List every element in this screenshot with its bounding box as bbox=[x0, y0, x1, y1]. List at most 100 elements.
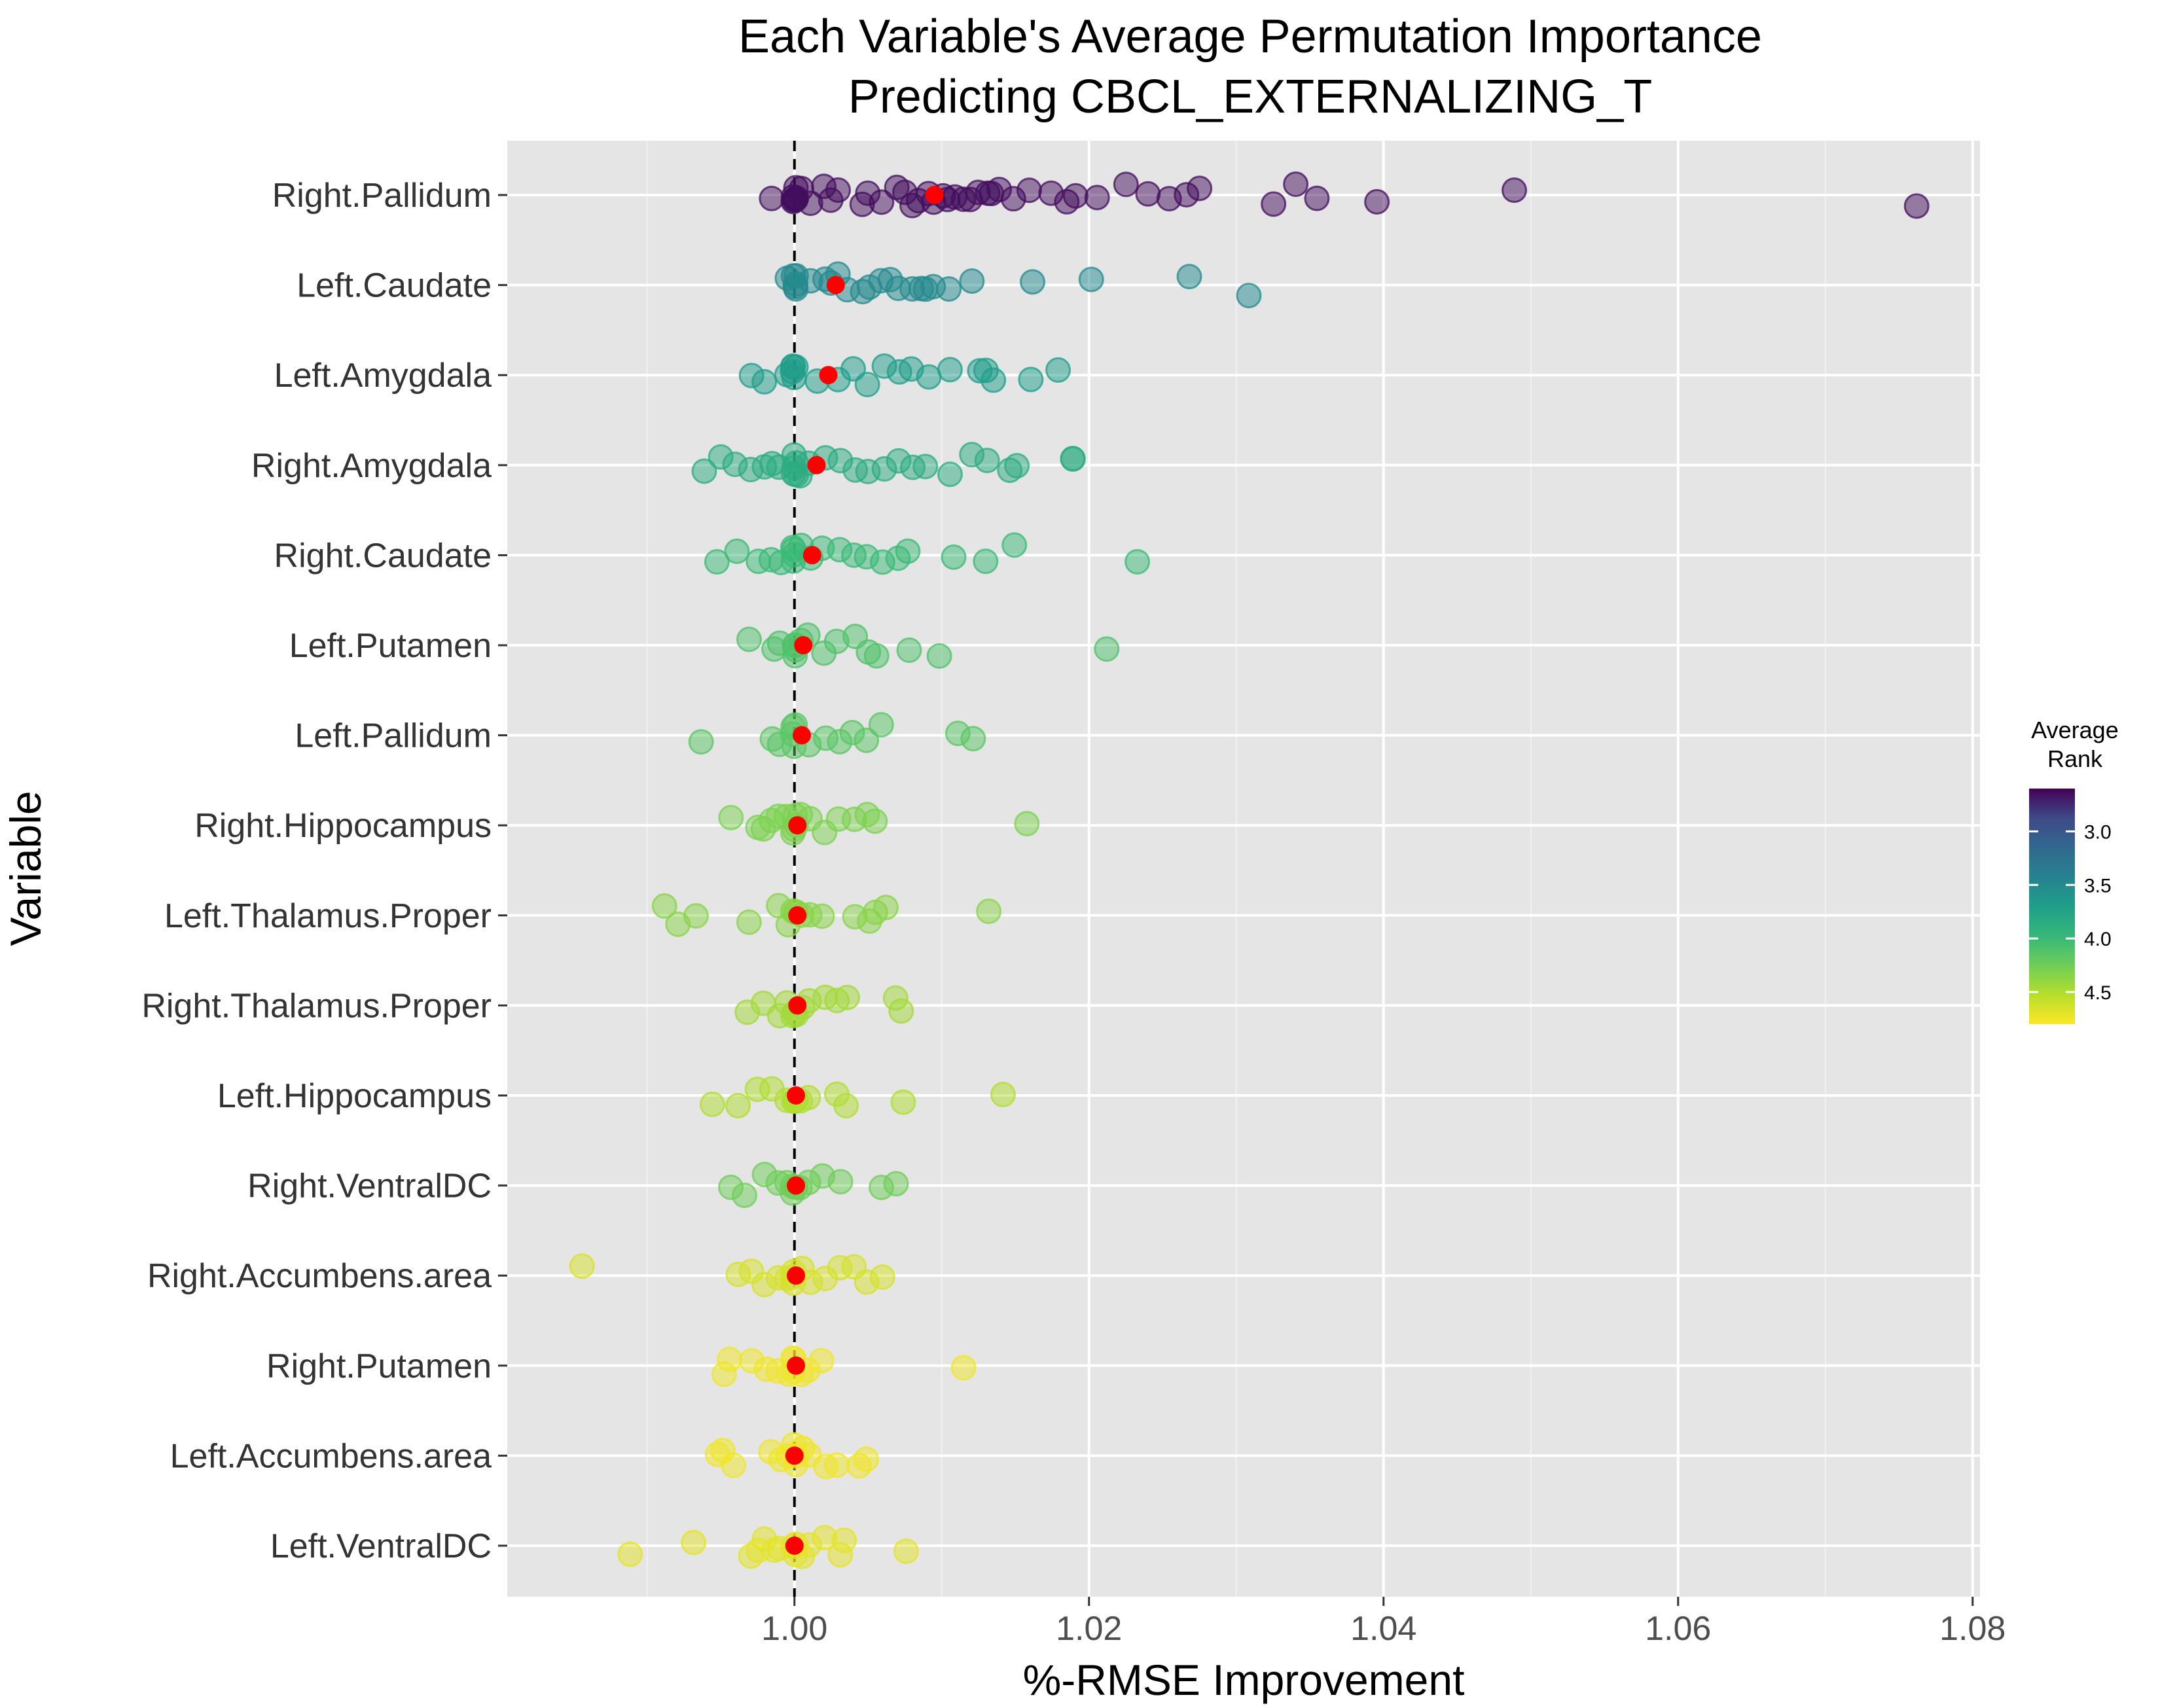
data-point bbox=[1176, 264, 1202, 290]
data-point bbox=[869, 1264, 895, 1290]
data-point bbox=[1078, 266, 1104, 293]
data-point bbox=[1084, 185, 1110, 211]
data-point bbox=[725, 1093, 751, 1119]
y-tick-label: Right.Accumbens.area bbox=[147, 1257, 492, 1295]
data-point bbox=[1903, 193, 1930, 219]
data-point bbox=[736, 626, 762, 652]
x-tick-label: 1.00 bbox=[761, 1610, 827, 1648]
data-point bbox=[888, 998, 914, 1024]
x-axis-ticks: 1.00 1.02 1.04 1.06 1.08 bbox=[761, 1597, 2006, 1648]
data-point bbox=[890, 1089, 916, 1115]
data-point bbox=[868, 711, 894, 738]
data-point bbox=[683, 903, 709, 929]
chart-subtitle: Predicting CBCL_EXTERNALIZING_T bbox=[848, 71, 1652, 123]
data-point bbox=[1062, 183, 1089, 209]
legend-title-line2: Rank bbox=[2047, 745, 2103, 772]
mean-point bbox=[925, 186, 944, 204]
data-point bbox=[1016, 177, 1042, 204]
y-tick-label: Left.Accumbens.area bbox=[170, 1437, 492, 1475]
data-point bbox=[751, 368, 778, 395]
data-point bbox=[1045, 357, 1071, 383]
mean-point bbox=[788, 906, 807, 925]
mean-point bbox=[819, 366, 838, 385]
data-point bbox=[896, 637, 922, 664]
data-point bbox=[937, 461, 963, 488]
data-point bbox=[937, 357, 963, 383]
data-point bbox=[704, 549, 730, 575]
data-point bbox=[1018, 366, 1044, 393]
data-point bbox=[960, 726, 986, 752]
data-point bbox=[976, 898, 1002, 925]
data-point bbox=[1113, 171, 1139, 198]
y-tick-label: Right.Thalamus.Proper bbox=[141, 987, 492, 1025]
data-point bbox=[833, 1093, 859, 1119]
data-point bbox=[950, 1355, 977, 1381]
data-point bbox=[1261, 191, 1287, 217]
data-point bbox=[827, 1169, 854, 1195]
mean-point bbox=[785, 1446, 804, 1465]
data-point bbox=[854, 372, 880, 398]
y-tick-label: Left.VentralDC bbox=[270, 1527, 492, 1565]
data-point bbox=[883, 1171, 909, 1197]
legend-tick-label: 4.5 bbox=[2084, 982, 2112, 1004]
y-tick-label: Left.Thalamus.Proper bbox=[164, 897, 492, 935]
data-point bbox=[691, 458, 717, 484]
data-point bbox=[780, 353, 806, 380]
data-point bbox=[651, 893, 677, 919]
data-point bbox=[1004, 453, 1030, 479]
legend-title-line1: Average bbox=[2031, 717, 2118, 743]
y-tick-label: Left.Putamen bbox=[289, 627, 492, 665]
y-tick-label: Right.Pallidum bbox=[272, 177, 492, 215]
x-tick-label: 1.04 bbox=[1350, 1610, 1416, 1648]
mean-point bbox=[787, 1176, 805, 1195]
data-point bbox=[1001, 532, 1028, 558]
data-point bbox=[736, 909, 762, 935]
data-point bbox=[699, 1092, 725, 1118]
data-point bbox=[808, 1347, 835, 1374]
data-point bbox=[731, 1183, 757, 1209]
data-point bbox=[825, 177, 851, 203]
legend-tick-label: 4.0 bbox=[2084, 929, 2112, 950]
legend: Average Rank 3.0 3.5 4.0 4.5 bbox=[2029, 717, 2119, 1024]
data-point bbox=[863, 643, 890, 669]
data-point bbox=[717, 1346, 743, 1372]
mean-point bbox=[787, 1356, 805, 1375]
data-point bbox=[873, 895, 899, 921]
data-point bbox=[1304, 185, 1330, 211]
legend-ticks: 3.0 3.5 4.0 4.5 bbox=[2029, 821, 2112, 1004]
data-point bbox=[869, 189, 895, 215]
y-tick-label: Left.Pallidum bbox=[295, 717, 492, 755]
y-tick-label: Right.Caudate bbox=[274, 537, 492, 575]
data-point bbox=[990, 1082, 1016, 1108]
mean-point bbox=[793, 726, 811, 745]
data-point bbox=[959, 268, 985, 294]
data-point bbox=[823, 1452, 850, 1478]
mean-point bbox=[787, 1086, 805, 1105]
x-tick-label: 1.02 bbox=[1056, 1610, 1122, 1648]
mean-point bbox=[787, 1266, 805, 1285]
data-point bbox=[1283, 171, 1309, 197]
mean-points bbox=[785, 186, 944, 1555]
y-axis-label: Variable bbox=[1, 791, 50, 946]
mean-point bbox=[802, 546, 821, 565]
data-point bbox=[680, 1529, 706, 1556]
data-point bbox=[834, 984, 860, 1010]
data-point bbox=[926, 643, 952, 669]
data-point bbox=[724, 538, 750, 564]
data-point bbox=[718, 804, 744, 830]
data-point bbox=[893, 1538, 919, 1564]
data-point bbox=[1060, 446, 1086, 472]
legend-colorbar bbox=[2029, 789, 2075, 1024]
data-point bbox=[973, 548, 999, 575]
data-point bbox=[617, 1541, 643, 1567]
data-point bbox=[974, 448, 1000, 474]
data-point bbox=[1135, 181, 1161, 207]
data-point bbox=[1014, 811, 1040, 837]
data-points bbox=[569, 171, 1930, 1569]
legend-tick-label: 3.0 bbox=[2084, 821, 2112, 843]
mean-point bbox=[826, 276, 845, 294]
y-tick-label: Left.Caudate bbox=[297, 267, 492, 305]
data-point bbox=[853, 1446, 879, 1472]
y-tick-label: Left.Amygdala bbox=[274, 357, 492, 395]
